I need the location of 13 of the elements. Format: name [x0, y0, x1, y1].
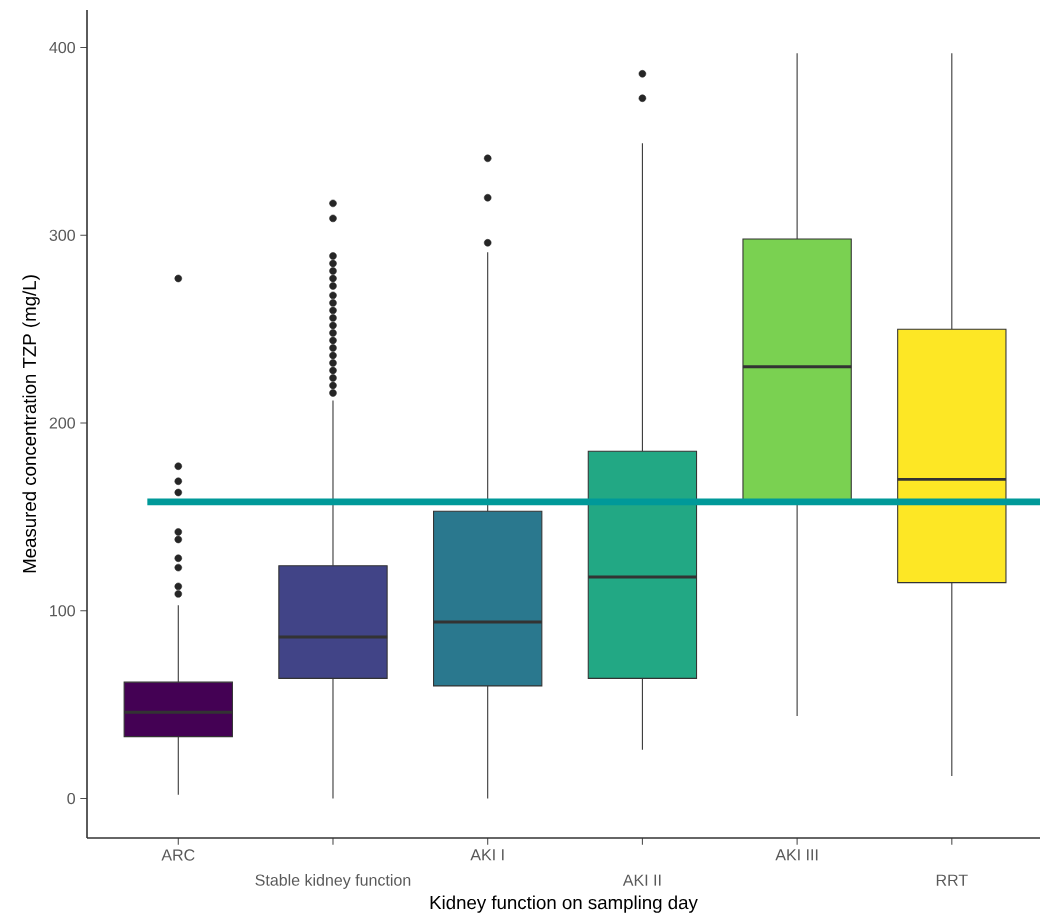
- y-tick-label: 0: [67, 792, 76, 805]
- y-tick-label: 400: [49, 41, 75, 54]
- x-tick-label: AKI I: [470, 849, 504, 861]
- y-axis-title: Measured concentration TZP (mg/L): [22, 275, 40, 573]
- x-tick-label: ARC: [161, 849, 195, 861]
- x-tick-label: Stable kidney function: [255, 874, 411, 889]
- x-tick-label: AKI III: [775, 849, 818, 861]
- x-tick-label: RRT: [936, 874, 968, 886]
- y-tick-label: 100: [50, 605, 75, 617]
- y-tick-label: 300: [49, 229, 75, 241]
- y-tick-label: 200: [49, 417, 75, 429]
- x-tick-label: AKI II: [622, 874, 661, 886]
- x-axis-title: Kidney function on sampling day: [430, 895, 698, 913]
